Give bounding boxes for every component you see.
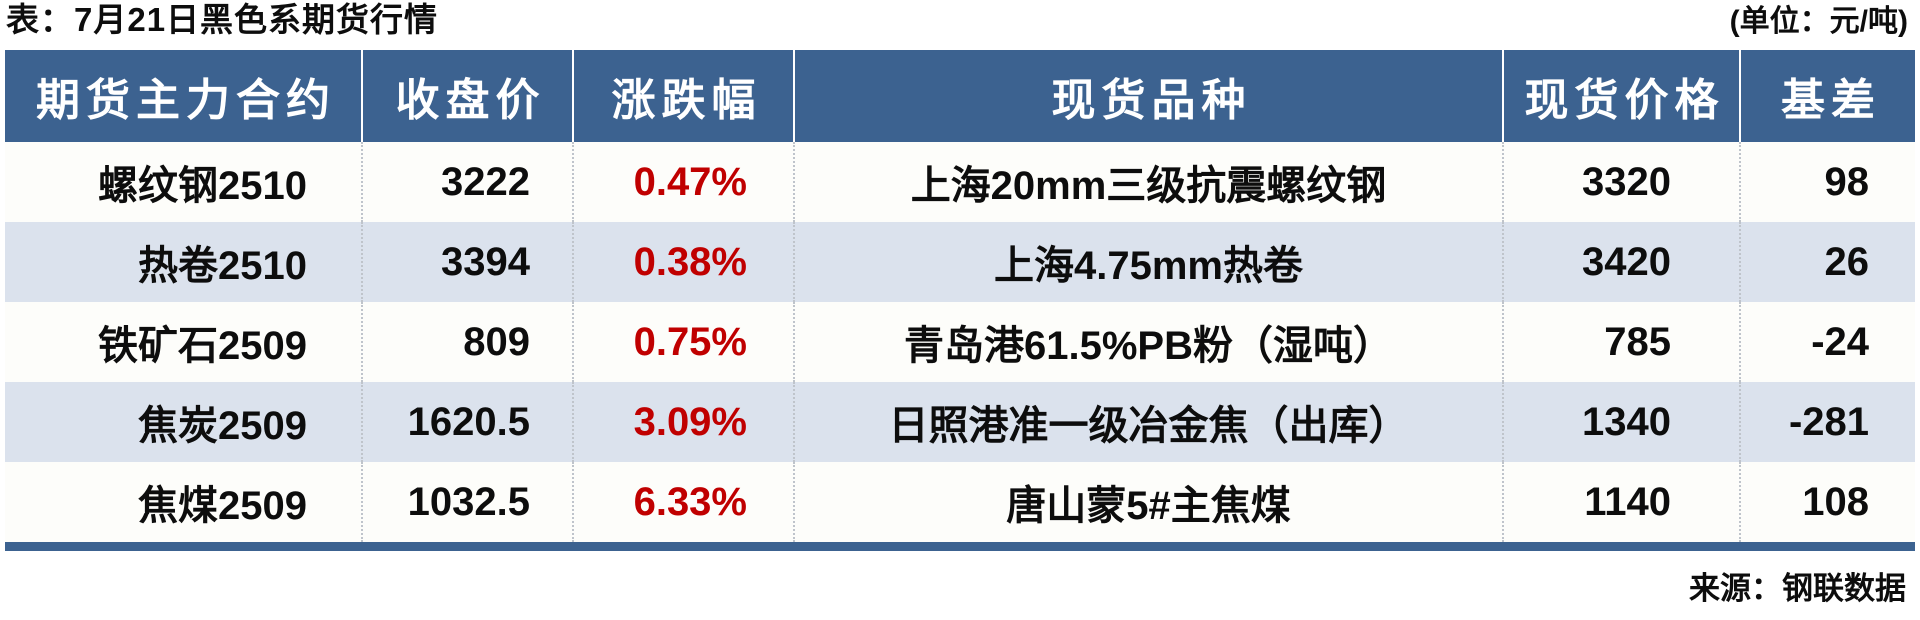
cell-contract: 螺纹钢2510 [98, 164, 307, 208]
table-bottom-border [5, 542, 1915, 551]
cell-change-pct: 0.47% [572, 142, 793, 222]
cell-change-pct: 0.38% [572, 222, 793, 302]
cell-spot-product: 上海20mm三级抗震螺纹钢 [793, 142, 1502, 222]
table-row: 焦炭2509 1620.5 3.09% 日照港准一级冶金焦（出库） 1340 -… [5, 382, 1915, 462]
cell-spot-price: 3320 [1502, 142, 1739, 222]
cell-spot-price: 785 [1502, 302, 1739, 382]
header-spot-product: 现货品种 [793, 50, 1502, 142]
cell-contract: 热卷2510 [138, 244, 307, 288]
table-row: 螺纹钢2510 3222 0.47% 上海20mm三级抗震螺纹钢 3320 98 [5, 142, 1915, 222]
cell-contract: 焦炭2509 [138, 404, 307, 448]
unit-label: (单位：元/吨) [1729, 5, 1908, 38]
cell-basis: -281 [1739, 382, 1915, 462]
cell-spot-price: 1340 [1502, 382, 1739, 462]
header-contract: 期货主力合约 [36, 76, 336, 125]
cell-change-pct: 0.75% [572, 302, 793, 382]
cell-basis: -24 [1739, 302, 1915, 382]
header-change-pct: 涨跌幅 [572, 50, 793, 142]
header-basis: 基差 [1739, 50, 1915, 142]
cell-close-price: 809 [361, 302, 572, 382]
table-row: 热卷2510 3394 0.38% 上海4.75mm热卷 3420 26 [5, 222, 1915, 302]
cell-close-price: 1032.5 [361, 462, 572, 542]
cell-spot-product: 上海4.75mm热卷 [793, 222, 1502, 302]
header-close-price: 收盘价 [361, 50, 572, 142]
table-title: 表：7月21日黑色系期货行情 [6, 0, 439, 38]
cell-close-price: 3222 [361, 142, 572, 222]
table-row: 焦煤2509 1032.5 6.33% 唐山蒙5#主焦煤 1140 108 [5, 462, 1915, 542]
cell-close-price: 3394 [361, 222, 572, 302]
cell-change-pct: 6.33% [572, 462, 793, 542]
cell-spot-product: 日照港准一级冶金焦（出库） [793, 382, 1502, 462]
cell-spot-product: 青岛港61.5%PB粉（湿吨） [793, 302, 1502, 382]
table-header-row: 期货主力合约 收盘价 涨跌幅 现货品种 现货价格 基差 [5, 50, 1915, 142]
cell-contract: 铁矿石2509 [98, 324, 307, 368]
title-bar: 表：7月21日黑色系期货行情 (单位：元/吨) [0, 0, 1920, 44]
table-row: 铁矿石2509 809 0.75% 青岛港61.5%PB粉（湿吨） 785 -2… [5, 302, 1915, 382]
data-source-label: 来源：钢联数据 [1689, 571, 1906, 606]
cell-close-price: 1620.5 [361, 382, 572, 462]
cell-basis: 108 [1739, 462, 1915, 542]
cell-basis: 98 [1739, 142, 1915, 222]
cell-spot-price: 3420 [1502, 222, 1739, 302]
cell-spot-price: 1140 [1502, 462, 1739, 542]
cell-contract: 焦煤2509 [138, 484, 307, 528]
header-spot-price: 现货价格 [1502, 50, 1739, 142]
futures-table: 期货主力合约 收盘价 涨跌幅 现货品种 现货价格 基差 螺纹钢2510 3222… [5, 50, 1915, 551]
table-body: 螺纹钢2510 3222 0.47% 上海20mm三级抗震螺纹钢 3320 98… [5, 142, 1915, 542]
cell-change-pct: 3.09% [572, 382, 793, 462]
cell-basis: 26 [1739, 222, 1915, 302]
cell-spot-product: 唐山蒙5#主焦煤 [793, 462, 1502, 542]
